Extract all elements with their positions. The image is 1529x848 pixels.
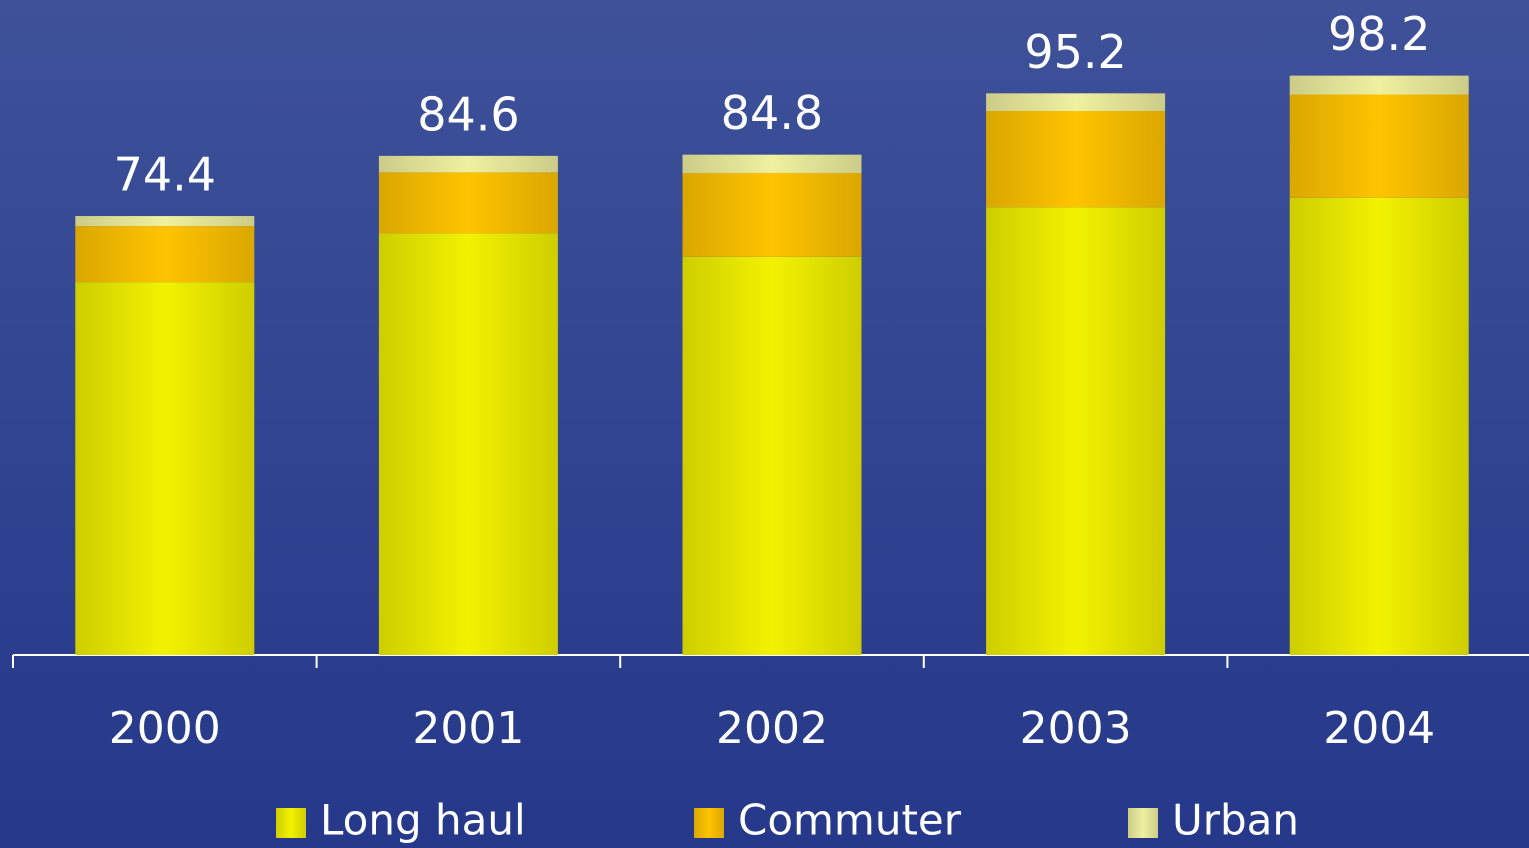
bar-segment	[378, 172, 558, 234]
bar-segment	[682, 154, 862, 173]
total-label: 95.2	[1024, 25, 1126, 79]
x-tick-label: 2000	[109, 703, 221, 754]
legend-swatch	[276, 808, 306, 838]
x-tick-label: 2003	[1020, 703, 1132, 754]
bar-segment	[1289, 75, 1469, 95]
bar-segment	[986, 93, 1166, 112]
bar-segment	[1289, 94, 1469, 198]
legend-swatch	[1128, 808, 1158, 838]
total-label: 74.4	[114, 148, 216, 202]
x-tick-label: 2004	[1323, 703, 1435, 754]
bar-segment	[682, 256, 862, 655]
bar-segment	[75, 282, 255, 655]
total-label: 84.8	[721, 86, 823, 140]
total-label: 84.6	[417, 87, 519, 141]
bar-segment	[75, 226, 255, 283]
x-tick-label: 2001	[412, 703, 524, 754]
legend-label: Long haul	[320, 796, 526, 845]
total-label: 98.2	[1328, 7, 1430, 61]
x-tick-label: 2002	[716, 703, 828, 754]
legend-swatch	[694, 808, 724, 838]
bar-segment	[378, 155, 558, 173]
bar-segment	[682, 172, 862, 257]
bar-segment	[378, 233, 558, 655]
bar-segment	[986, 111, 1166, 208]
legend-label: Commuter	[738, 796, 962, 845]
bar-segment	[1289, 197, 1469, 655]
bar-segment	[75, 216, 255, 227]
bar-segment	[986, 207, 1166, 655]
legend-label: Urban	[1172, 796, 1299, 845]
